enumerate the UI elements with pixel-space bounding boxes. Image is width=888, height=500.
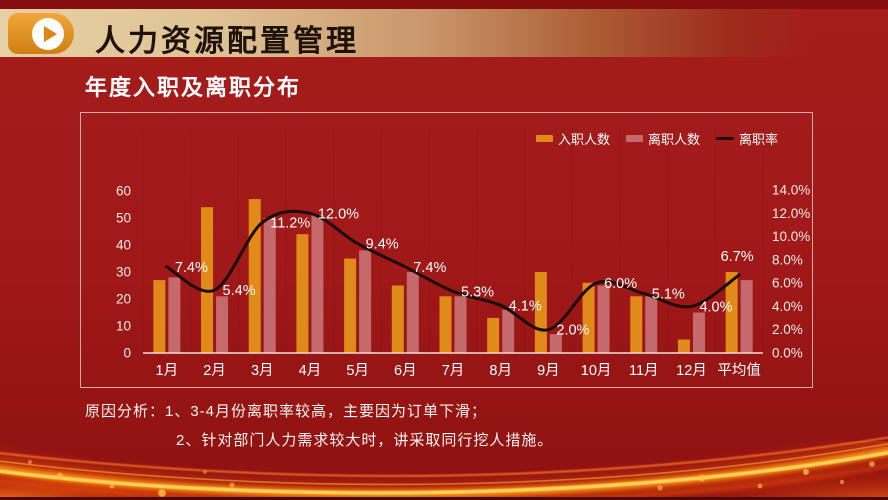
left-axis-tick: 0 — [123, 346, 131, 361]
bar-hire — [344, 258, 357, 353]
bar-hire — [391, 285, 404, 353]
right-axis-tick: 8.0% — [772, 252, 803, 267]
legend-swatch-hire — [535, 135, 553, 142]
bar-hire — [630, 296, 643, 353]
bar-hire — [296, 234, 309, 353]
x-axis-label: 10月 — [581, 363, 612, 379]
rate-data-label: 4.0% — [699, 299, 732, 315]
x-axis-label: 9月 — [537, 363, 560, 379]
rate-data-label: 4.1% — [509, 298, 542, 314]
rate-data-label: 11.2% — [270, 216, 310, 232]
rate-data-label: 5.1% — [652, 287, 685, 303]
bar-hire — [677, 339, 690, 353]
left-axis-tick: 10 — [116, 319, 131, 334]
bar-leave — [168, 277, 181, 353]
x-axis-label: 7月 — [442, 363, 465, 379]
rate-data-label: 6.7% — [721, 249, 754, 265]
x-axis-label: 5月 — [346, 363, 369, 379]
bar-hire — [534, 272, 547, 353]
left-axis-tick: 20 — [116, 292, 131, 307]
rate-data-label: 7.4% — [175, 260, 208, 276]
page-title: 人力资源配置管理 — [95, 25, 359, 58]
right-axis-tick: 10.0% — [772, 229, 810, 244]
left-axis-tick: 60 — [116, 184, 131, 199]
rate-data-label: 7.4% — [413, 260, 446, 276]
rate-data-label: 2.0% — [556, 323, 589, 339]
bar-leave — [645, 296, 658, 353]
rate-data-label: 9.4% — [366, 237, 399, 253]
x-axis-label: 2月 — [203, 363, 226, 379]
analysis-line-1: 原因分析：1、3-4月份离职率较高，主要因为订单下滑； — [85, 403, 488, 420]
legend-label-rate: 离职率 — [738, 132, 778, 147]
rate-data-label: 6.0% — [604, 276, 637, 292]
legend-item-rate: 离职率 — [715, 129, 778, 148]
right-axis-tick: 6.0% — [772, 276, 803, 291]
play-icon — [32, 17, 64, 50]
bar-leave — [549, 334, 562, 353]
rate-data-label: 5.4% — [223, 283, 256, 299]
bar-hire — [201, 207, 214, 353]
bar-hire — [439, 296, 452, 353]
x-axis-label: 4月 — [299, 363, 322, 379]
legend-item-hire: 入职人数 — [535, 129, 610, 148]
bar-leave — [454, 296, 467, 353]
analysis-line-2: 2、针对部门人力需求较大时，讲采取同行挖人措施。 — [176, 432, 554, 449]
right-axis-tick: 14.0% — [772, 183, 810, 198]
chart-section-title: 年度入职及离职分布 — [85, 75, 302, 100]
x-axis-label: 3月 — [251, 363, 274, 379]
play-badge — [8, 13, 74, 54]
legend-label-leave: 离职人数 — [647, 132, 700, 147]
legend-swatch-leave — [625, 135, 643, 142]
right-axis-tick: 0.0% — [772, 346, 803, 361]
x-axis-label: 平均值 — [717, 362, 761, 379]
top-strip — [0, 0, 888, 9]
left-axis-tick: 40 — [116, 238, 131, 253]
bar-hire — [248, 199, 261, 353]
legend-label-hire: 入职人数 — [557, 132, 610, 147]
bar-leave — [597, 285, 610, 353]
bar-leave — [406, 272, 419, 353]
bar-hire — [153, 280, 166, 353]
bar-leave — [263, 218, 276, 353]
header-banner: 人力资源配置管理 — [0, 9, 830, 58]
bar-hire — [582, 282, 595, 353]
legend-swatch-rate-line — [715, 137, 734, 140]
x-axis-label: 8月 — [489, 363, 512, 379]
x-axis-label: 12月 — [676, 363, 707, 379]
rate-data-label: 5.3% — [461, 284, 494, 300]
bar-leave — [692, 312, 705, 353]
x-axis-label: 11月 — [629, 363, 659, 379]
play-triangle-icon — [43, 25, 57, 42]
bar-leave — [216, 296, 229, 353]
right-axis-tick: 4.0% — [772, 299, 803, 314]
rate-line — [165, 209, 741, 332]
bar-leave — [740, 280, 753, 353]
chart-panel: 0 10 20 30 40 50 60 0.0% 2.0% 4.0% 6.0% 8.0% 10.0% 12… — [80, 112, 813, 388]
x-axis-label: 6月 — [394, 363, 417, 379]
bar-hire — [725, 272, 738, 353]
chart-legend: 入职人数 离职人数 离职率 — [535, 129, 778, 148]
right-axis-tick: 12.0% — [772, 206, 810, 221]
left-axis-tick: 30 — [116, 265, 131, 280]
bar-leave — [502, 309, 515, 353]
sparkle-particles — [27, 459, 875, 497]
combo-chart: 0 10 20 30 40 50 60 0.0% 2.0% 4.0% 6.0% 8.0% 10.0% 12… — [116, 127, 810, 379]
left-axis-tick: 50 — [116, 211, 131, 226]
bar-hire — [487, 317, 500, 353]
x-axis-label: 1月 — [156, 363, 179, 379]
rate-data-label: 12.0% — [318, 206, 359, 222]
bar-leave — [359, 250, 372, 353]
bar-leave — [311, 215, 324, 353]
right-axis-tick: 2.0% — [772, 322, 803, 337]
legend-item-leave: 离职人数 — [625, 129, 700, 148]
